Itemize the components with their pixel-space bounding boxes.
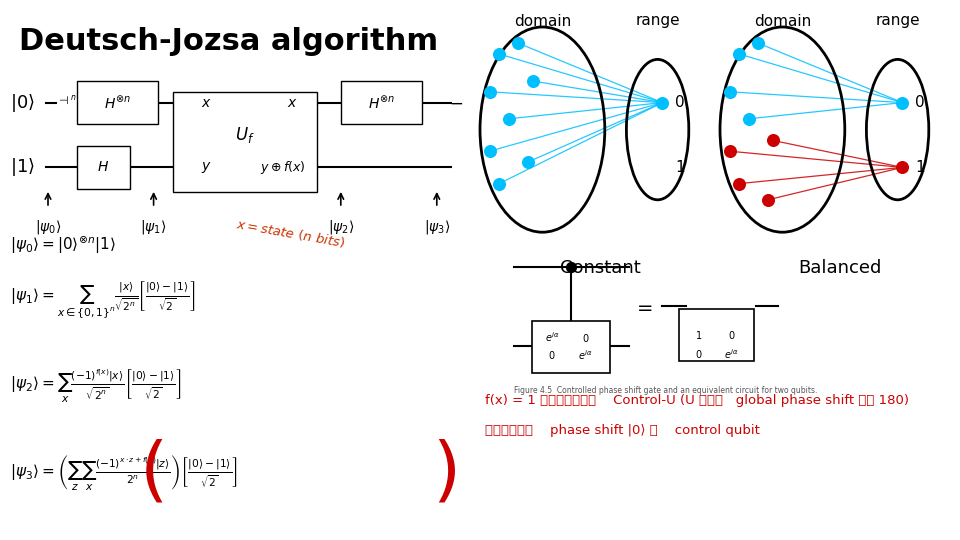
Text: $\dashv^{n}$: $\dashv^{n}$ (56, 93, 76, 107)
Text: $|\psi_1\rangle$: $|\psi_1\rangle$ (140, 218, 167, 235)
Text: สมมลกบ    phase shift |0⟩ ท    control qubit: สมมลกบ phase shift |0⟩ ท control qubit (485, 424, 759, 437)
Point (722, 87, 737, 96)
Text: $H$: $H$ (97, 160, 108, 174)
Text: $e^{i\alpha}$: $e^{i\alpha}$ (544, 330, 560, 345)
Point (895, 98, 910, 107)
Text: $=$: $=$ (633, 297, 654, 316)
Text: $|\psi_0\rangle$: $|\psi_0\rangle$ (35, 218, 61, 235)
Point (492, 179, 507, 188)
Text: $x$: $x$ (287, 96, 299, 110)
Text: $($: $($ (138, 438, 163, 507)
Point (751, 39, 766, 48)
Point (741, 114, 756, 123)
Point (895, 163, 910, 172)
Text: $|\psi_3\rangle$: $|\psi_3\rangle$ (423, 218, 450, 235)
Text: $e^{i\alpha}$: $e^{i\alpha}$ (578, 348, 593, 362)
FancyBboxPatch shape (77, 81, 158, 124)
Text: $H^{\otimes n}$: $H^{\otimes n}$ (104, 94, 132, 111)
Text: $U_f$: $U_f$ (235, 125, 254, 145)
Text: 0: 0 (675, 95, 684, 110)
Text: $1$: $1$ (695, 329, 703, 341)
Point (564, 263, 579, 272)
Text: domain: domain (754, 14, 811, 29)
Point (520, 158, 536, 166)
Point (482, 87, 497, 96)
Text: $x$: $x$ (201, 96, 212, 110)
Point (732, 50, 747, 58)
Text: Deutsch-Jozsa algorithm: Deutsch-Jozsa algorithm (19, 27, 439, 56)
Text: $-$: $-$ (449, 93, 464, 112)
Text: Constant: Constant (560, 259, 640, 277)
FancyBboxPatch shape (679, 309, 754, 361)
Text: domain: domain (514, 14, 571, 29)
FancyBboxPatch shape (341, 81, 422, 124)
Text: 0: 0 (915, 95, 924, 110)
Text: $H^{\otimes n}$: $H^{\otimes n}$ (368, 94, 395, 111)
Text: $|1\rangle$: $|1\rangle$ (10, 157, 35, 178)
Text: $|\psi_2\rangle$: $|\psi_2\rangle$ (327, 218, 354, 235)
Text: $0$: $0$ (695, 348, 703, 360)
Text: 1: 1 (675, 160, 684, 175)
Text: $)$: $)$ (432, 438, 455, 507)
Text: Figure 4.5  Controlled phase shift gate and an equivalent circuit for two qubits: Figure 4.5 Controlled phase shift gate a… (514, 386, 817, 395)
Text: range: range (636, 14, 680, 29)
Point (765, 136, 780, 145)
Text: $y$: $y$ (201, 160, 212, 175)
Point (482, 147, 497, 156)
Text: $|\psi_2\rangle = \sum_{x} \frac{(-1)^{f(x)}|x\rangle}{\sqrt{2^n}}\left[\frac{|0: $|\psi_2\rangle = \sum_{x} \frac{(-1)^{f… (10, 368, 181, 404)
Point (655, 98, 670, 107)
Text: $0$: $0$ (582, 332, 589, 343)
Point (511, 39, 526, 48)
Text: range: range (876, 14, 920, 29)
FancyBboxPatch shape (77, 146, 130, 189)
Point (732, 179, 747, 188)
Text: $|\psi_1\rangle = \sum_{x \in \{0,1\}^n} \frac{|x\rangle}{\sqrt{2^n}}\left[\frac: $|\psi_1\rangle = \sum_{x \in \{0,1\}^n}… (10, 280, 195, 320)
Text: $0$: $0$ (548, 349, 556, 361)
Point (760, 195, 776, 204)
Text: $0$: $0$ (728, 329, 735, 341)
Text: $e^{i\alpha}$: $e^{i\alpha}$ (724, 347, 739, 361)
Text: $y \oplus f(x)$: $y \oplus f(x)$ (260, 159, 306, 176)
FancyBboxPatch shape (173, 92, 317, 192)
FancyBboxPatch shape (532, 321, 610, 373)
Text: f(x) = 1 กเหมาะน    Control-U (U คือ   global phase shift ไป 180): f(x) = 1 กเหมาะน Control-U (U คือ global… (485, 394, 909, 407)
Point (525, 77, 540, 85)
Point (501, 114, 516, 123)
Point (722, 147, 737, 156)
Text: 1: 1 (915, 160, 924, 175)
Text: Balanced: Balanced (799, 259, 881, 277)
Text: $|0\rangle$: $|0\rangle$ (10, 92, 35, 113)
Point (492, 50, 507, 58)
Text: $|\psi_0\rangle = |0\rangle^{\otimes n}|1\rangle$: $|\psi_0\rangle = |0\rangle^{\otimes n}|… (10, 235, 115, 256)
Text: $x = state\ (n\ bits)$: $x = state\ (n\ bits)$ (235, 217, 347, 250)
Text: $|\psi_3\rangle = \left(\sum_z \sum_x \frac{(-1)^{x \cdot z + f(x)}|z\rangle}{2^: $|\psi_3\rangle = \left(\sum_z \sum_x \f… (10, 453, 238, 492)
